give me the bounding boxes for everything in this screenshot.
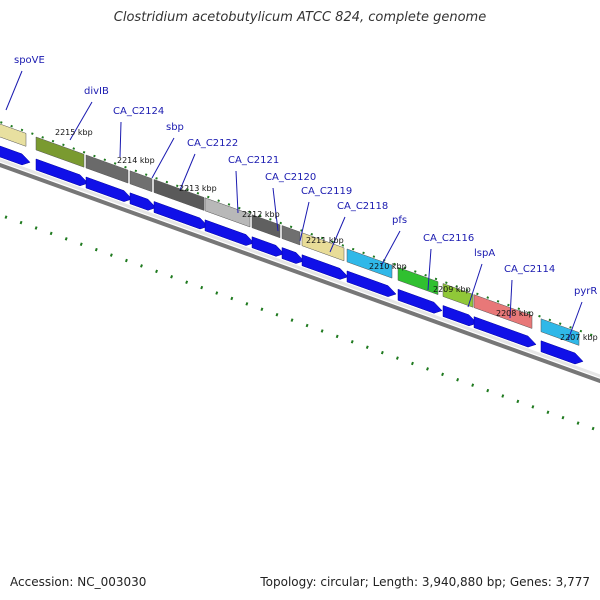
gene-box-13 (540, 318, 580, 346)
gene-label-divIB: divIB (84, 86, 109, 97)
gene-label-CA_C2114: CA_C2114 (504, 264, 555, 275)
cds-arrow-2 (85, 176, 133, 202)
gene-box-0 (0, 123, 27, 147)
accession-text: Accession: NC_003030 (10, 575, 147, 589)
gene-leader-7 (299, 201, 310, 242)
gene-label-CA_C2124: CA_C2124 (113, 106, 164, 117)
gene-box-10 (397, 266, 439, 296)
gene-leader-11 (467, 263, 483, 308)
map-title: Clostridium acetobutylicum ATCC 824, com… (113, 10, 487, 25)
gene-label-CA_C2121: CA_C2121 (228, 155, 279, 166)
cds-arrow-4 (153, 201, 209, 230)
gene-leader-4 (179, 153, 196, 191)
kbp-label: 2207 kbp (560, 333, 598, 342)
gene-leader-10 (427, 248, 432, 291)
gene-box-11 (442, 283, 474, 308)
gene-leader-2 (119, 121, 122, 158)
gene-leader-0 (5, 70, 23, 111)
cds-arrow-8 (301, 254, 349, 280)
cds-arrow-0 (0, 145, 31, 166)
gene-label-pfs: pfs (392, 215, 407, 226)
kbp-label: 2213 kbp (179, 184, 217, 193)
cds-arrow-11 (442, 305, 478, 327)
kbp-label: 2210 kbp (369, 262, 407, 271)
backbone-outer (0, 162, 600, 384)
cds-arrow-6 (251, 236, 285, 257)
kbp-label: 2212 kbp (242, 210, 280, 219)
backbone-inner (0, 158, 600, 378)
gene-leader-5 (235, 170, 239, 214)
cds-arrow-1 (35, 158, 89, 187)
kbp-label: 2208 kbp (496, 309, 534, 318)
cds-arrow-9 (346, 270, 397, 297)
gene-box-2 (85, 154, 129, 184)
cds-arrow-13 (540, 340, 584, 365)
gene-label-CA_C2116: CA_C2116 (423, 233, 474, 244)
gene-leader-6 (272, 187, 279, 232)
gene-box-6 (251, 214, 281, 239)
gene-label-CA_C2118: CA_C2118 (337, 201, 388, 212)
gene-label-CA_C2122: CA_C2122 (187, 138, 238, 149)
gene-box-4 (153, 179, 205, 211)
topology-text: Topology: circular; Length: 3,940,880 bp… (260, 575, 590, 589)
gene-box-9 (346, 248, 393, 279)
cds-arrow-10 (397, 288, 443, 314)
cds-arrow-5 (204, 219, 255, 246)
gene-leader-13 (567, 301, 583, 341)
gene-box-1 (35, 136, 85, 168)
gene-box-3 (129, 170, 153, 193)
kbp-label: 2209 kbp (433, 285, 471, 294)
gene-leader-9 (380, 230, 401, 267)
gene-box-5 (204, 197, 251, 228)
gene-leader-8 (329, 216, 346, 253)
gene-label-sbp: sbp (166, 122, 184, 133)
gene-label-spoVE: spoVE (14, 55, 45, 66)
cds-arrow-12 (473, 316, 537, 348)
cds-arrow-3 (129, 192, 157, 211)
kbp-label: 2215 kbp (55, 128, 93, 137)
gene-leader-3 (151, 137, 175, 179)
gene-box-8 (301, 232, 345, 262)
gene-label-CA_C2119: CA_C2119 (301, 186, 352, 197)
gene-label-lspA: lspA (474, 248, 495, 259)
gene-leader-1 (69, 101, 93, 141)
gene-label-CA_C2120: CA_C2120 (265, 172, 316, 183)
gene-leader-12 (509, 279, 513, 319)
kbp-label: 2211 kbp (306, 236, 344, 245)
gene-label-pyrR: pyrR (574, 286, 597, 297)
kbp-label: 2214 kbp (117, 156, 155, 165)
cds-arrow-7 (281, 247, 305, 264)
gene-box-12 (473, 294, 533, 329)
gene-box-7 (281, 225, 301, 246)
